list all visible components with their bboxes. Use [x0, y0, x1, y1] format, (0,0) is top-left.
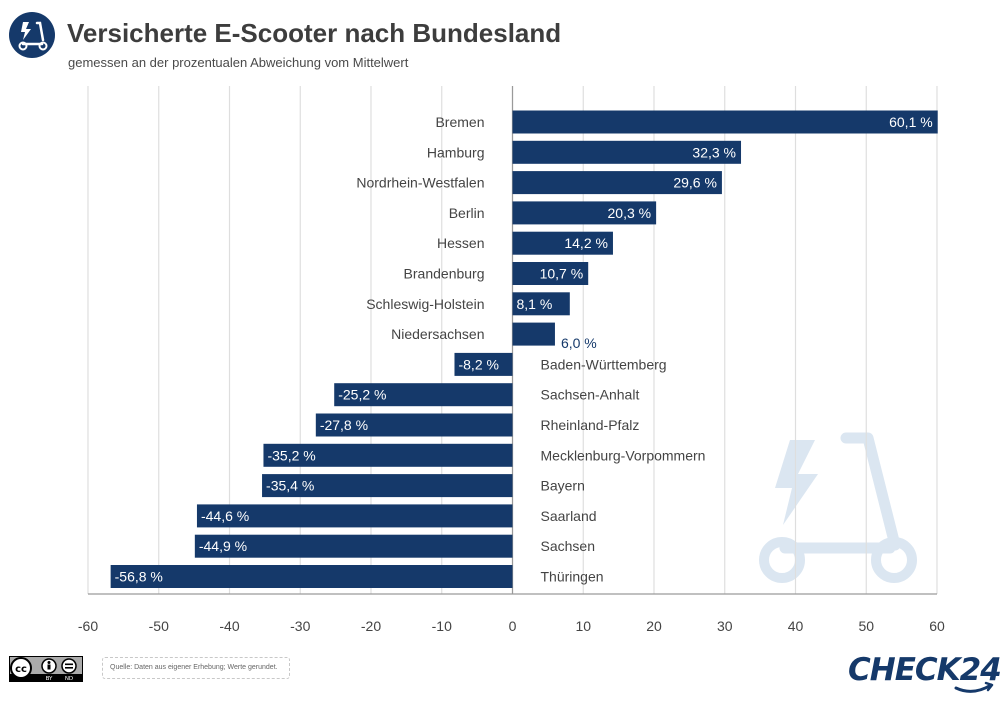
x-tick-label: -10: [432, 618, 452, 634]
x-tick-label: 10: [575, 618, 591, 634]
bar: [512, 171, 722, 195]
category-label: Sachsen: [541, 538, 595, 554]
bar: [512, 140, 742, 164]
logo-swoosh-icon: [954, 681, 994, 693]
category-label: Thüringen: [541, 569, 604, 585]
category-label: Rheinland-Pfalz: [541, 417, 640, 433]
value-label: -27,8 %: [320, 417, 368, 433]
x-tick-label: 40: [788, 618, 804, 634]
bar: [454, 352, 513, 376]
category-label: Hessen: [437, 235, 484, 251]
bar: [512, 262, 589, 285]
category-label: Nordrhein-Westfalen: [356, 175, 484, 191]
value-label: -44,6 %: [201, 508, 249, 524]
value-label: 20,3 %: [608, 205, 652, 221]
check24-logo[interactable]: CHECK24: [848, 652, 1000, 698]
bar: [263, 443, 513, 467]
category-label: Saarland: [541, 508, 597, 524]
category-label: Hamburg: [427, 144, 485, 160]
value-label: -8,2 %: [458, 356, 498, 372]
value-label: -44,9 %: [199, 538, 247, 554]
x-tick-label: -60: [78, 618, 98, 634]
x-tick-label: -30: [290, 618, 310, 634]
value-label: 29,6 %: [673, 175, 717, 191]
x-tick-label: -40: [219, 618, 239, 634]
cc-by-nd-icon: cc BY ND: [9, 656, 83, 682]
scooter-watermark-icon: [759, 432, 917, 583]
cc-by-label: BY: [46, 676, 53, 682]
bar: [512, 231, 613, 255]
bar: [512, 322, 555, 346]
bar: [262, 474, 513, 498]
x-tick-label: 50: [858, 618, 874, 634]
x-tick-label: 20: [646, 618, 662, 634]
value-label: 14,2 %: [564, 235, 608, 251]
scooter-icon: [9, 12, 55, 58]
x-tick-label: -50: [149, 618, 169, 634]
bar: [194, 534, 513, 558]
value-label: -35,2 %: [267, 447, 315, 463]
bar: [196, 504, 513, 528]
value-label: 10,7 %: [540, 266, 584, 282]
category-label: Bayern: [541, 478, 585, 494]
value-label: 6,0 %: [561, 335, 597, 351]
category-label: Schleswig-Holstein: [366, 296, 484, 312]
category-label: Baden-Württemberg: [541, 356, 667, 372]
bar: [512, 201, 657, 225]
x-tick-label: 0: [509, 618, 517, 634]
category-label: Berlin: [449, 205, 485, 221]
chart-title: Versicherte E-Scooter nach Bundesland: [67, 18, 562, 48]
category-label: Sachsen-Anhalt: [541, 387, 640, 403]
category-label: Niedersachsen: [391, 326, 484, 342]
value-label: -25,2 %: [338, 387, 386, 403]
value-label: 32,3 %: [692, 144, 736, 160]
x-tick-label: 60: [929, 618, 945, 634]
bar: [110, 565, 513, 588]
value-label: 60,1 %: [889, 114, 933, 130]
svg-text:cc: cc: [15, 664, 27, 675]
bar: [315, 413, 513, 437]
category-label: Mecklenburg-Vorpommern: [541, 447, 706, 463]
brand-wordmark: CHECK24: [848, 652, 1000, 688]
value-label: -35,4 %: [266, 478, 314, 494]
bar: [334, 383, 513, 407]
x-tick-label: -20: [361, 618, 381, 634]
x-tick-label: 30: [717, 618, 733, 634]
value-label: 8,1 %: [517, 296, 553, 312]
chart-subtitle: gemessen an der prozentualen Abweichung …: [68, 55, 409, 70]
bar: [512, 292, 570, 316]
value-label: -56,8 %: [115, 569, 163, 585]
bar: [512, 110, 938, 134]
source-note: Quelle: Daten aus eigener Erhebung; Wert…: [102, 657, 290, 679]
cc-nd-label: ND: [65, 676, 73, 682]
category-label: Brandenburg: [404, 266, 485, 282]
category-label: Bremen: [435, 114, 484, 130]
